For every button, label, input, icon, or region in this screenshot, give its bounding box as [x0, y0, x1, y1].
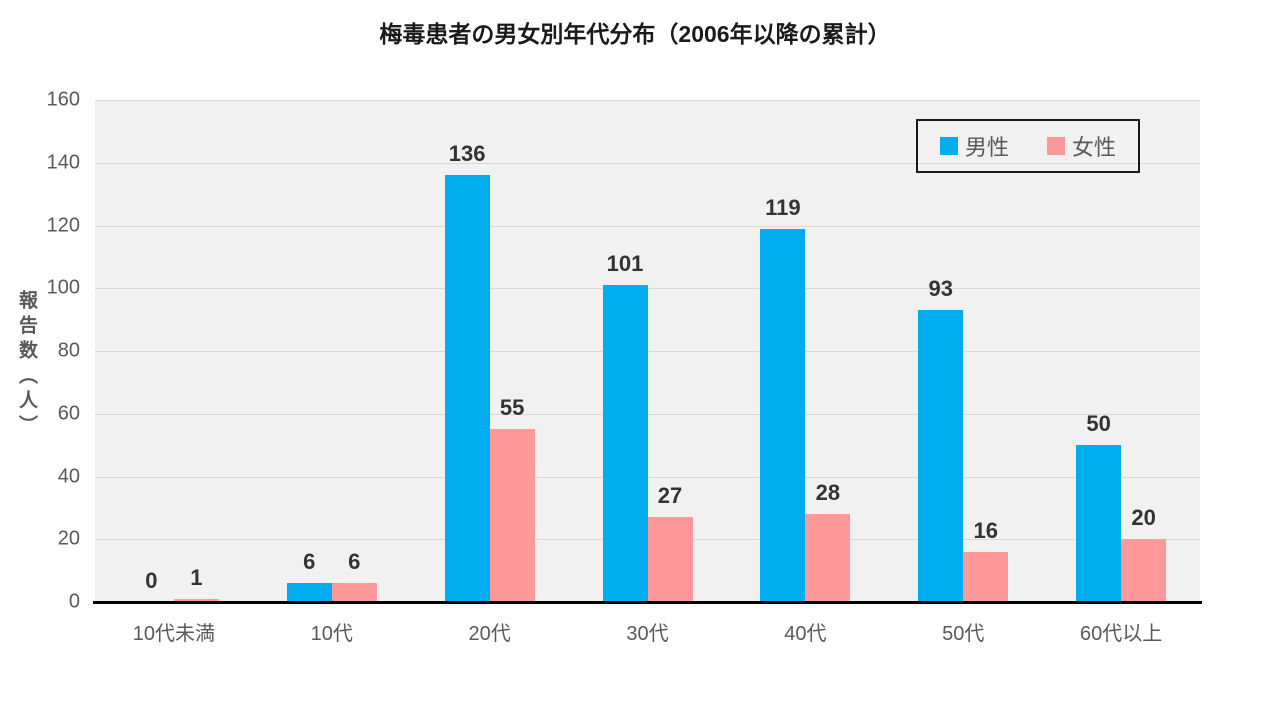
x-axis-line	[93, 601, 1202, 604]
female-legend-swatch-icon	[1047, 137, 1065, 155]
female-bar	[647, 517, 693, 602]
y-tick-label: 120	[46, 214, 80, 236]
y-axis-title-text: 報告数（人）	[16, 290, 37, 440]
bar-group-50代: 93 16	[884, 100, 1042, 602]
y-tick-label: 60	[57, 402, 80, 425]
female-bar-value-label: 16	[973, 517, 998, 543]
male-bar	[286, 583, 332, 602]
male-bar	[760, 228, 806, 602]
legend: 男性 女性	[916, 119, 1140, 173]
x-axis-category-label: 50代	[942, 623, 985, 645]
gridline	[95, 100, 1200, 101]
gridline	[95, 413, 1200, 415]
female-bar-value-label: 1	[190, 564, 203, 590]
female-bar	[1121, 539, 1167, 602]
male-bar-value-label: 119	[765, 194, 801, 220]
y-tick-label: 40	[57, 465, 80, 487]
bar-group-30代: 101 27	[569, 100, 727, 602]
male-bar	[1076, 445, 1122, 602]
bar-group-20代: 136 55	[411, 100, 569, 602]
male-bar	[918, 310, 964, 602]
x-axis-labels: 10代未満 10代 20代 30代 40代 50代 60代以上	[95, 617, 1200, 646]
legend-label: 女性	[1072, 135, 1117, 160]
bar-group-60代以上: 50 20	[1042, 100, 1200, 602]
male-bar-value-label: 0	[145, 568, 158, 593]
x-axis-category-label: 10代未満	[132, 623, 216, 645]
gridline	[95, 225, 1200, 227]
y-tick-label: 140	[46, 151, 80, 174]
y-axis-ticks: 0 20 40 60 80 100 120 140 160	[0, 89, 80, 613]
x-axis-category-label: 10代	[310, 623, 353, 645]
female-bar	[331, 583, 377, 602]
bar-group-40代: 119 28	[726, 100, 884, 602]
gridline	[95, 351, 1200, 352]
chart-title: 梅毒患者の男女別年代分布（2006年以降の累計）	[379, 21, 891, 47]
gridline	[95, 476, 1200, 478]
legend-item-male: 男性	[939, 130, 1009, 162]
male-legend-swatch-icon	[939, 137, 958, 155]
y-tick-label: 100	[46, 276, 80, 299]
male-bar-value-label: 101	[606, 251, 644, 277]
y-tick-label: 160	[46, 88, 80, 111]
female-bar-value-label: 28	[815, 480, 841, 506]
female-bar	[805, 514, 851, 602]
male-bar-value-label: 50	[1086, 411, 1111, 437]
male-bar-value-label: 136	[448, 141, 486, 167]
bar-groups: 0 1 6 6 136 55 101 27 119 28 93 16 50 20	[95, 100, 1200, 602]
y-tick-label: 0	[68, 590, 80, 613]
x-axis-category-label: 60代以上	[1079, 623, 1163, 645]
plot-area: 0 1 6 6 136 55 101 27 119 28 93 16 50 20 男性 女性	[95, 100, 1200, 602]
female-bar	[963, 551, 1009, 602]
male-bar	[444, 175, 490, 602]
y-tick-label: 20	[57, 527, 80, 550]
male-bar-value-label: 6	[303, 549, 316, 575]
female-bar-value-label: 20	[1131, 505, 1156, 531]
female-bar-value-label: 55	[499, 395, 525, 421]
legend-label: 男性	[964, 135, 1009, 160]
x-axis-category-label: 40代	[784, 623, 827, 645]
legend-item-female: 女性	[1047, 130, 1116, 162]
female-bar-value-label: 27	[657, 483, 683, 509]
gridline	[95, 162, 1200, 164]
male-bar-value-label: 93	[928, 276, 953, 302]
female-bar	[489, 429, 535, 602]
y-axis-title: 報告数（人）	[13, 100, 40, 602]
female-bar-value-label: 6	[348, 549, 361, 575]
y-tick-label: 80	[57, 339, 80, 362]
gridline	[95, 288, 1200, 290]
male-bar	[602, 285, 648, 602]
x-axis-category-label: 20代	[468, 623, 511, 645]
x-axis-category-label: 30代	[626, 623, 669, 645]
female-bar	[173, 598, 219, 602]
